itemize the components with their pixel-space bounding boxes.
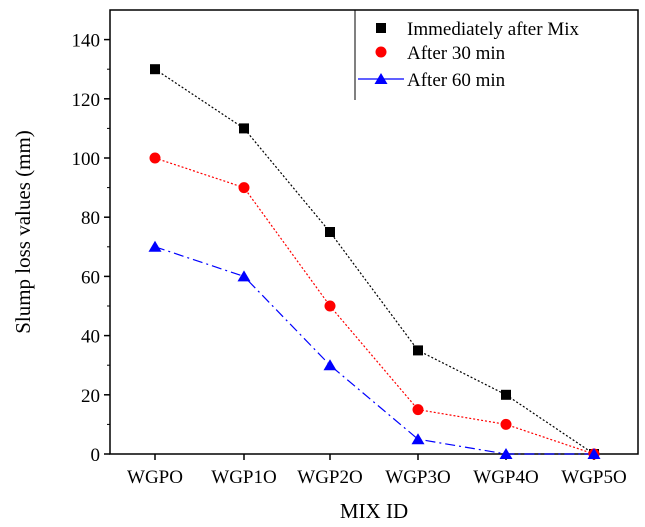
- y-tick-label: 140: [72, 31, 101, 52]
- y-tick-label: 40: [81, 327, 100, 348]
- legend: Immediately after Mix After 30 min After 6…: [354, 10, 579, 100]
- x-tick-label: WGP3O: [385, 467, 450, 488]
- x-tick-label: WGP5O: [561, 467, 626, 488]
- x-axis-label: MIX ID: [340, 499, 408, 523]
- y-axis: 0 20 40 60 80 100 120 140: [72, 31, 110, 466]
- legend-label-1: Immediately after Mix: [407, 19, 579, 40]
- data-point-series-3: [148, 240, 162, 252]
- series-line-2: [154, 157, 595, 455]
- data-point-series-3: [499, 448, 513, 459]
- data-point-series-2: [149, 152, 161, 164]
- series-markers: [148, 64, 601, 460]
- plot-frame: [109, 9, 639, 455]
- data-point-series-2: [500, 418, 512, 430]
- series-line-1: [154, 68, 595, 455]
- y-tick-label: 120: [72, 90, 101, 111]
- data-point-series-2: [238, 182, 250, 194]
- data-point-series-3: [411, 433, 425, 445]
- y-tick-label: 20: [81, 386, 100, 407]
- data-point-series-3: [587, 448, 601, 459]
- data-point-series-1: [325, 227, 335, 237]
- data-point-series-2: [412, 404, 424, 416]
- series-lines: [154, 68, 595, 455]
- data-point-series-1: [501, 389, 511, 400]
- x-tick-label: WGP2O: [297, 467, 362, 488]
- x-tick-label: WGP1O: [211, 467, 276, 488]
- y-tick-label: 60: [81, 267, 100, 288]
- x-axis: WGPO WGP1O WGP2O WGP3O WGP4O WGP5O: [127, 454, 627, 488]
- y-tick-label: 0: [91, 445, 101, 466]
- data-point-series-3: [323, 359, 337, 371]
- y-tick-label: 100: [72, 149, 101, 170]
- legend-label-2: After 30 min: [407, 43, 506, 64]
- data-point-series-2: [324, 300, 336, 312]
- series-line-3: [154, 246, 594, 455]
- data-point-series-1: [239, 123, 249, 134]
- data-point-series-3: [237, 270, 251, 282]
- legend-marker-3: [374, 73, 388, 84]
- legend-label-3: After 60 min: [407, 70, 506, 91]
- data-point-series-1: [150, 64, 160, 75]
- y-axis-label: Slump loss values (mm): [11, 130, 35, 334]
- legend-marker-2: [375, 46, 387, 58]
- x-tick-label: WGP4O: [473, 467, 538, 488]
- data-point-series-1: [413, 345, 423, 356]
- x-tick-label: WGPO: [127, 467, 183, 488]
- y-tick-label: 80: [81, 208, 100, 229]
- legend-marker-1: [376, 23, 386, 33]
